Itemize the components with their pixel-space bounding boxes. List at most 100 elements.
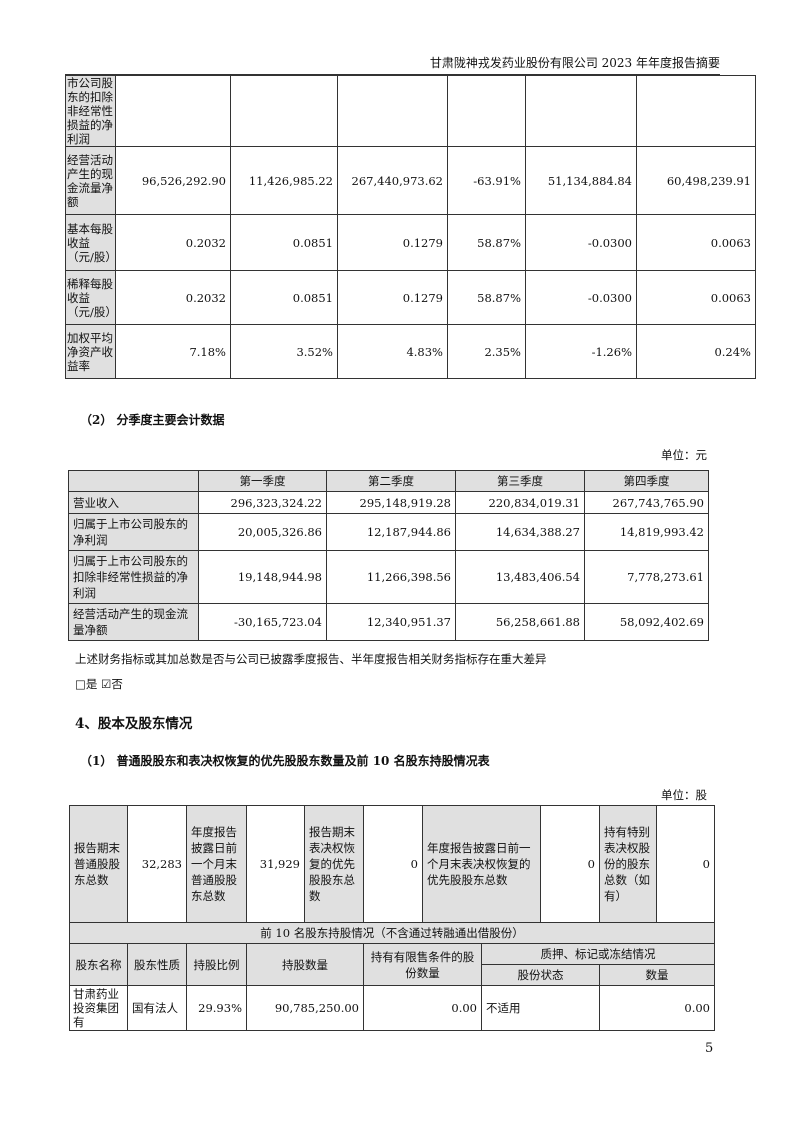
unit-label-shares: 单位：股 [661,788,707,802]
cell-value: 295,148,919.28 [326,491,456,514]
summary-value: 0 [656,805,715,923]
cell-value: 2.35% [447,324,526,379]
shareholder-qty: 0.00 [599,985,715,1031]
summary-label: 年度报告披露日前一个月末普通股股东总数 [186,805,247,923]
shareholder-count: 90,785,250.00 [246,985,364,1031]
cell-value: 7.18% [115,324,231,379]
summary-value: 0 [540,805,600,923]
summary-value: 31,929 [246,805,305,923]
shareholder-name: 甘肃药业投资集团有 [69,985,128,1031]
section-top10-title: （1） 普通股股东和表决权恢复的优先股股东数量及前 10 名股东持股情况表 [80,754,490,768]
cell-value: 0.2032 [115,270,231,325]
row-label: 加权平均净资产收益率 [65,324,116,379]
cell-value [115,75,231,147]
cell-value: 0.2032 [115,214,231,271]
summary-label: 报告期末表决权恢复的优先股股东总数 [304,805,364,923]
cell-value [447,75,526,147]
col-header-restricted: 持有有限售条件的股份数量 [363,943,482,986]
checkbox-no[interactable]: ☑否 [101,677,123,691]
cell-value: 0.0063 [636,214,756,271]
table-row: 经营活动产生的现金流量净额 -30,165,723.04 12,340,951.37… [68,603,709,641]
cell-value: 0.0851 [230,214,338,271]
col-header-name: 股东名称 [69,943,128,986]
cell-value: 19,148,944.98 [198,550,327,604]
cell-value: 14,819,993.42 [584,513,709,551]
cell-value [525,75,637,147]
column-header: 第四季度 [584,470,709,492]
cell-value: -0.0300 [525,214,637,271]
summary-label: 年度报告披露日前一个月末表决权恢复的优先股股东总数 [422,805,541,923]
cell-value: 0.1279 [337,214,448,271]
col-header-pledge: 质押、标记或冻结情况 [481,943,715,965]
cell-value: -63.91% [447,146,526,215]
table-row: 归属于上市公司股东的净利润 20,005,326.86 12,187,944.86 1… [68,513,709,551]
page-number: 5 [705,1041,714,1056]
cell-value: 12,340,951.37 [326,603,456,641]
cell-value: 296,323,324.22 [198,491,327,514]
table-row: 稀释每股收益（元/股） 0.2032 0.0851 0.1279 58.87% -0.03… [65,270,756,325]
cell-value: 0.24% [636,324,756,379]
unit-label: 单位：元 [661,448,707,462]
cell-value: 56,258,661.88 [455,603,585,641]
row-label: 经营活动产生的现金流量净额 [68,603,199,641]
shareholder-status: 不适用 [481,985,600,1031]
cell-value: 0.0851 [230,270,338,325]
column-header: 第二季度 [326,470,456,492]
table-row: 经营活动产生的现金流量净额 96,526,292.90 11,426,985.22 2… [65,146,756,215]
financial-indicators-table: 市公司股东的扣除非经常性损益的净利润 经营活动产生的现金流量净额 96,526,29… [65,75,756,379]
summary-label: 持有特别表决权股份的股东总数（如有） [599,805,657,923]
cell-value: 4.83% [337,324,448,379]
cell-value: 11,266,398.56 [326,550,456,604]
table-row: 归属于上市公司股东的扣除非经常性损益的净利润 19,148,944.98 11,26… [68,550,709,604]
row-label: 归属于上市公司股东的净利润 [68,513,199,551]
summary-value: 32,283 [127,805,187,923]
cell-value: 11,426,985.22 [230,146,338,215]
row-label: 经营活动产生的现金流量净额 [65,146,116,215]
row-label: 稀释每股收益（元/股） [65,270,117,325]
column-header: 第三季度 [455,470,585,492]
summary-value: 0 [363,805,423,923]
summary-label: 报告期末普通股股东总数 [69,805,128,923]
cell-value: 58,092,402.69 [584,603,709,641]
cell-value: -0.0300 [525,270,637,325]
top10-shareholders-table: 股东名称 股东性质 持股比例 持股数量 持有有限售条件的股份数量 质押、标记或冻… [69,943,715,1031]
table-row: 营业收入 296,323,324.22 295,148,919.28 220,834,… [68,491,709,514]
cell-value: 58.87% [447,270,526,325]
cell-value: 13,483,406.54 [455,550,585,604]
cell-value [337,75,448,147]
cell-value [230,75,338,147]
col-header-nature: 股东性质 [127,943,187,986]
discrepancy-note: 上述财务指标或其加总数是否与公司已披露季度报告、半年度报告相关财务指标存在重大差… [75,652,547,666]
section-quarterly-title: （2） 分季度主要会计数据 [80,413,225,427]
table-row: 甘肃药业投资集团有 国有法人 29.93% 90,785,250.00 0.00… [69,985,715,1031]
cell-value: 60,498,239.91 [636,146,756,215]
cell-value: 7,778,273.61 [584,550,709,604]
cell-value: 14,634,388.27 [455,513,585,551]
row-label: 基本每股收益（元/股） [65,214,117,271]
col-header-count: 持股数量 [246,943,364,986]
cell-value: 220,834,019.31 [455,491,585,514]
cell-value: -1.26% [525,324,637,379]
cell-value: 20,005,326.86 [198,513,327,551]
table-row: 加权平均净资产收益率 7.18% 3.52% 4.83% 2.35% -1.26% 0.24… [65,324,756,379]
cell-value: 267,743,765.90 [584,491,709,514]
cell-value: 96,526,292.90 [115,146,231,215]
column-header: 第一季度 [198,470,327,492]
discrepancy-answer: □是 ☑否 [75,676,123,692]
row-label: 市公司股东的扣除非经常性损益的净利润 [65,75,116,147]
section-shareholders-title: 4、股本及股东情况 [75,716,193,732]
cell-value: 51,134,884.84 [525,146,637,215]
col-header-status: 股份状态 [481,964,600,986]
table-row: 基本每股收益（元/股） 0.2032 0.0851 0.1279 58.87% -0.03… [65,214,756,271]
row-label: 归属于上市公司股东的扣除非经常性损益的净利润 [68,550,199,604]
quarterly-data-table: 第一季度 第二季度 第三季度 第四季度 营业收入 296,323,324.22 295,14… [68,470,709,641]
cell-value: 12,187,944.86 [326,513,456,551]
shareholder-ratio: 29.93% [186,985,247,1031]
cell-value: 3.52% [230,324,338,379]
cell-value: 267,440,973.62 [337,146,448,215]
cell-value: -30,165,723.04 [198,603,327,641]
checkbox-yes[interactable]: □是 [75,677,98,691]
cell-value: 0.1279 [337,270,448,325]
table-row: 市公司股东的扣除非经常性损益的净利润 [65,75,756,147]
top10-title: 前 10 名股东持股情况（不含通过转融通出借股份） [69,922,715,944]
